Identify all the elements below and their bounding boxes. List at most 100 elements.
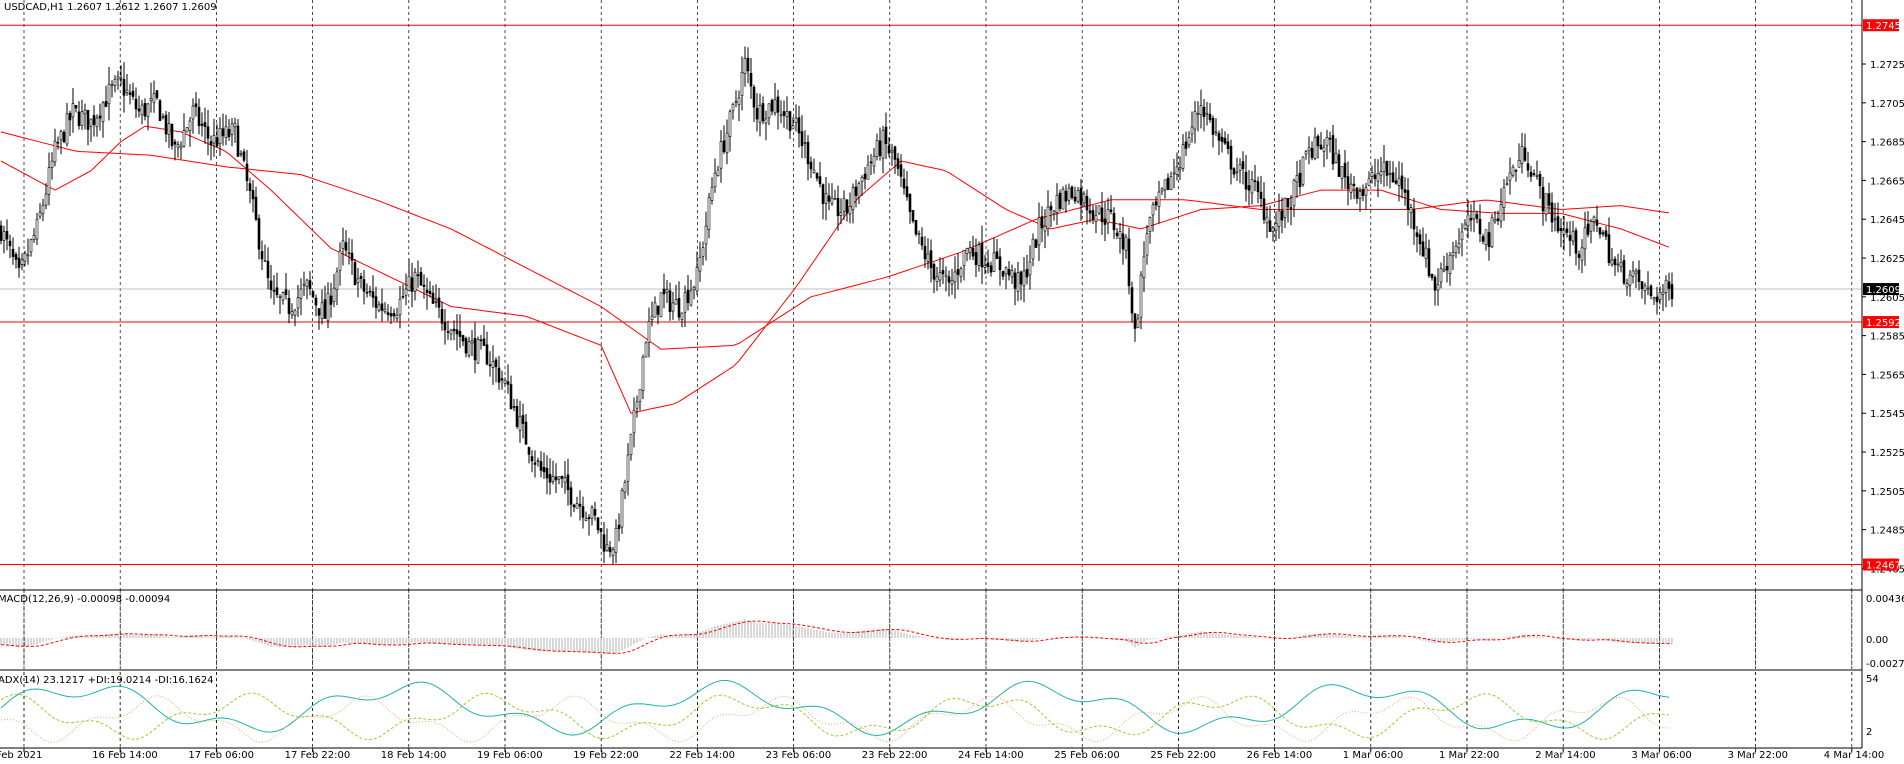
candle[interactable]	[1034, 238, 1038, 248]
candle[interactable]	[1436, 268, 1440, 306]
candle[interactable]	[215, 123, 219, 148]
candle[interactable]	[569, 481, 573, 517]
candle[interactable]	[56, 136, 60, 150]
candle[interactable]	[281, 291, 285, 305]
candle[interactable]	[908, 193, 912, 224]
candle[interactable]	[1652, 296, 1656, 306]
candle[interactable]	[1658, 286, 1662, 305]
candle[interactable]	[596, 517, 600, 534]
candle[interactable]	[413, 268, 417, 301]
candle[interactable]	[1253, 164, 1257, 192]
candle[interactable]	[140, 99, 144, 125]
candle[interactable]	[233, 117, 237, 143]
candle[interactable]	[107, 66, 111, 121]
candle[interactable]	[575, 496, 579, 509]
candle[interactable]	[1343, 149, 1347, 189]
candle[interactable]	[125, 74, 129, 96]
candle[interactable]	[1382, 145, 1386, 187]
candle[interactable]	[1517, 143, 1521, 168]
candle[interactable]	[101, 100, 105, 138]
candle[interactable]	[605, 528, 609, 552]
candle[interactable]	[1430, 273, 1434, 281]
candle[interactable]	[1112, 207, 1116, 239]
candle[interactable]	[668, 282, 672, 321]
candle[interactable]	[1001, 270, 1005, 280]
candle[interactable]	[1037, 202, 1041, 262]
candle[interactable]	[347, 238, 351, 265]
candle[interactable]	[1136, 313, 1140, 328]
candle[interactable]	[1415, 226, 1419, 253]
candle[interactable]	[1460, 223, 1464, 257]
candle[interactable]	[536, 457, 540, 467]
candle[interactable]	[1334, 138, 1338, 164]
candle[interactable]	[983, 255, 987, 275]
candle[interactable]	[911, 210, 915, 224]
candle[interactable]	[962, 249, 966, 281]
candle[interactable]	[422, 274, 426, 299]
candle[interactable]	[680, 312, 684, 328]
candle[interactable]	[92, 105, 96, 137]
candle[interactable]	[932, 262, 936, 294]
candle[interactable]	[629, 433, 633, 461]
candle[interactable]	[80, 99, 84, 130]
candle[interactable]	[626, 443, 630, 496]
candle[interactable]	[29, 238, 33, 257]
candle[interactable]	[578, 490, 582, 521]
candle[interactable]	[611, 546, 615, 565]
candle[interactable]	[122, 62, 126, 113]
candle[interactable]	[1013, 268, 1017, 306]
candle[interactable]	[854, 179, 858, 208]
candle[interactable]	[377, 301, 381, 313]
candle[interactable]	[392, 308, 396, 322]
candle[interactable]	[614, 519, 618, 564]
candle[interactable]	[1157, 180, 1161, 224]
candle[interactable]	[434, 284, 438, 308]
candle[interactable]	[407, 258, 411, 292]
candle[interactable]	[1451, 241, 1455, 270]
candle[interactable]	[371, 275, 375, 308]
candle[interactable]	[1178, 156, 1182, 181]
candle[interactable]	[764, 110, 768, 141]
candle[interactable]	[1376, 159, 1380, 197]
candle[interactable]	[368, 285, 372, 297]
candle[interactable]	[224, 114, 228, 146]
candle[interactable]	[851, 183, 855, 224]
candle[interactable]	[992, 237, 996, 272]
candle[interactable]	[446, 320, 450, 340]
candle[interactable]	[1391, 161, 1395, 183]
candle[interactable]	[1619, 249, 1623, 273]
candle[interactable]	[44, 183, 48, 210]
candle[interactable]	[704, 211, 708, 261]
candle[interactable]	[26, 238, 30, 265]
candle[interactable]	[254, 186, 258, 222]
candle[interactable]	[869, 153, 873, 176]
candle[interactable]	[644, 341, 648, 358]
candle[interactable]	[380, 288, 384, 322]
candle[interactable]	[482, 325, 486, 346]
candle[interactable]	[1115, 228, 1119, 239]
candle[interactable]	[1163, 179, 1167, 199]
candle[interactable]	[500, 370, 504, 390]
candle[interactable]	[1661, 283, 1665, 312]
candle[interactable]	[1289, 195, 1293, 226]
candle[interactable]	[947, 270, 951, 297]
candle[interactable]	[662, 273, 666, 309]
candle[interactable]	[1664, 275, 1668, 308]
candle[interactable]	[518, 400, 522, 443]
candle[interactable]	[113, 75, 117, 93]
candle[interactable]	[1499, 188, 1503, 228]
candle[interactable]	[230, 117, 234, 147]
candle[interactable]	[62, 129, 66, 144]
horizontal-levels[interactable]	[0, 24, 1862, 566]
candle[interactable]	[617, 513, 621, 542]
candle[interactable]	[773, 82, 777, 116]
candle[interactable]	[1613, 256, 1617, 276]
candle[interactable]	[1616, 253, 1620, 273]
candle[interactable]	[35, 213, 39, 246]
candle[interactable]	[1028, 245, 1032, 290]
candle[interactable]	[959, 266, 963, 283]
candle[interactable]	[755, 93, 759, 132]
candle[interactable]	[728, 109, 732, 152]
candle[interactable]	[1154, 196, 1158, 211]
candle[interactable]	[1313, 127, 1317, 161]
